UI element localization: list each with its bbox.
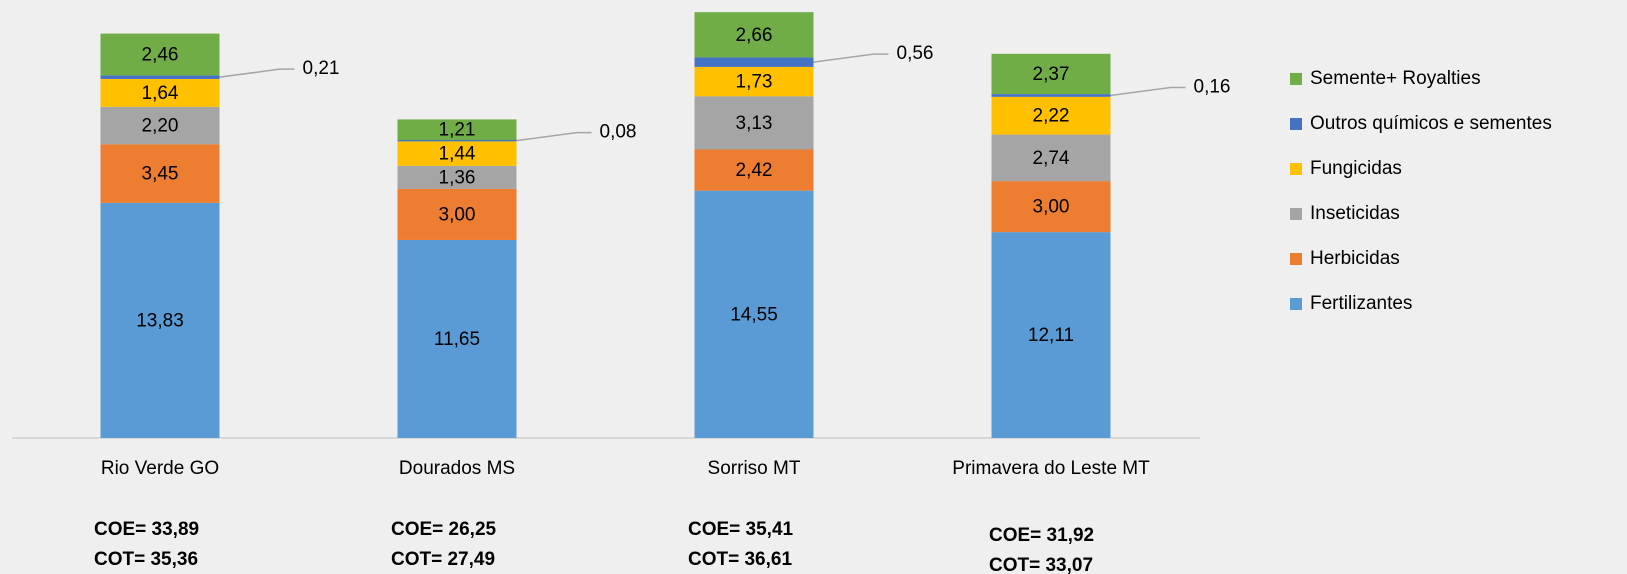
bar-segment bbox=[694, 57, 814, 67]
data-label: 13,83 bbox=[136, 310, 184, 331]
cost-note: COT= 35,36 bbox=[94, 549, 198, 570]
data-label: 1,21 bbox=[439, 120, 476, 141]
cost-note: COT= 36,61 bbox=[688, 549, 792, 570]
bar-segment bbox=[100, 106, 220, 145]
data-label: 2,42 bbox=[736, 160, 773, 181]
cost-note: COE= 31,92 bbox=[989, 525, 1094, 546]
callout-line bbox=[516, 131, 592, 142]
legend-label: Outros químicos e sementes bbox=[1310, 113, 1552, 134]
legend-swatch bbox=[1290, 298, 1302, 310]
bar-segment bbox=[100, 202, 220, 438]
bar-segment bbox=[397, 188, 517, 240]
legend-label: Semente+ Royalties bbox=[1310, 68, 1481, 89]
legend-label: Inseticidas bbox=[1310, 203, 1400, 224]
bar-segment bbox=[100, 75, 220, 79]
bar-segment bbox=[397, 239, 517, 438]
bar-segment bbox=[694, 66, 814, 97]
data-label: 2,20 bbox=[142, 116, 179, 137]
data-label: 2,66 bbox=[736, 25, 773, 46]
bar-segment bbox=[694, 96, 814, 150]
data-label: 1,64 bbox=[142, 83, 179, 104]
callout-line bbox=[1110, 86, 1186, 97]
legend-swatch bbox=[1290, 73, 1302, 85]
bar-segment bbox=[991, 96, 1111, 135]
bar-segment bbox=[397, 165, 517, 189]
callout-line bbox=[219, 68, 295, 78]
bar-segment bbox=[397, 141, 517, 166]
cost-note: COE= 33,89 bbox=[94, 519, 199, 540]
cost-note: COT= 33,07 bbox=[989, 555, 1093, 574]
data-label: 3,45 bbox=[142, 164, 179, 185]
bar-segment bbox=[991, 134, 1111, 182]
cost-note: COT= 27,49 bbox=[391, 549, 495, 570]
data-label: 3,00 bbox=[439, 204, 476, 225]
bar-segment bbox=[100, 78, 220, 107]
x-tick-label: Primavera do Leste MT bbox=[952, 458, 1150, 479]
bar-segment bbox=[991, 53, 1111, 95]
legend-swatch bbox=[1290, 118, 1302, 130]
data-label: 3,13 bbox=[736, 113, 773, 134]
x-tick-label: Dourados MS bbox=[399, 458, 515, 479]
legend-swatch bbox=[1290, 208, 1302, 220]
legend-swatch bbox=[1290, 163, 1302, 175]
data-label: 0,08 bbox=[600, 122, 637, 143]
data-label: 11,65 bbox=[434, 329, 480, 350]
x-tick-label: Rio Verde GO bbox=[101, 458, 219, 479]
data-label: 2,37 bbox=[1033, 64, 1070, 85]
bar-segment bbox=[100, 144, 220, 203]
x-tick-label: Sorriso MT bbox=[708, 458, 801, 479]
bar-segment bbox=[694, 190, 814, 438]
cost-note: COE= 26,25 bbox=[391, 519, 497, 540]
legend-label: Fungicidas bbox=[1310, 158, 1402, 179]
legend-label: Herbicidas bbox=[1310, 248, 1400, 269]
data-label: 0,56 bbox=[897, 43, 934, 64]
legend-swatch bbox=[1290, 253, 1302, 265]
bar-segment bbox=[397, 119, 517, 140]
data-label: 3,00 bbox=[1033, 197, 1070, 218]
data-label: 0,16 bbox=[1194, 76, 1231, 97]
data-label: 2,74 bbox=[1033, 148, 1070, 169]
bar-segment bbox=[694, 149, 814, 191]
bar-segment bbox=[694, 12, 814, 58]
data-label: 2,46 bbox=[142, 44, 179, 65]
callout-line bbox=[813, 53, 889, 63]
legend-label: Fertilizantes bbox=[1310, 293, 1412, 314]
data-label: 1,73 bbox=[736, 72, 773, 93]
data-label: 1,36 bbox=[439, 167, 476, 188]
data-label: 0,21 bbox=[303, 58, 340, 79]
data-label: 1,44 bbox=[439, 144, 476, 165]
bar-segment bbox=[100, 33, 220, 76]
data-label: 14,55 bbox=[730, 304, 778, 325]
bar-segment bbox=[991, 94, 1111, 97]
data-label: 12,11 bbox=[1028, 325, 1074, 346]
data-label: 2,22 bbox=[1033, 106, 1070, 127]
bar-segment bbox=[991, 181, 1111, 233]
bar-segment bbox=[397, 139, 517, 142]
bar-segment bbox=[991, 232, 1111, 438]
cost-note: COE= 35,41 bbox=[688, 519, 794, 540]
